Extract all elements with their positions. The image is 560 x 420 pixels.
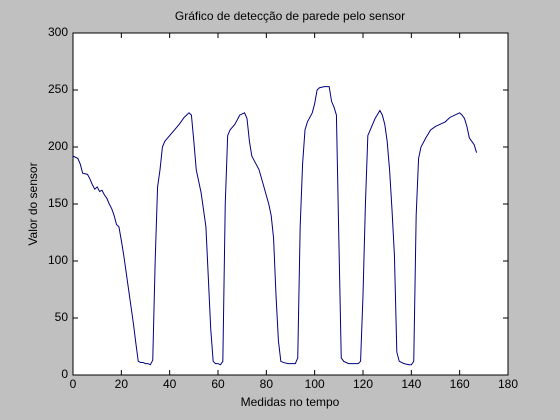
x-tick-label: 160 <box>450 377 470 391</box>
chart-title: Gráfico de detecção de parede pelo senso… <box>175 9 405 23</box>
y-tick-label: 50 <box>55 310 69 324</box>
data-line <box>72 86 478 366</box>
y-tick-label: 0 <box>61 367 68 381</box>
x-tick-label: 20 <box>115 377 129 391</box>
x-tick-label: 0 <box>70 377 77 391</box>
x-tick-label: 80 <box>260 377 274 391</box>
plot-area <box>72 32 509 376</box>
x-tick-label: 100 <box>305 377 325 391</box>
y-tick-label: 150 <box>48 196 68 210</box>
y-axis-label: Valor do sensor <box>26 162 40 245</box>
y-tick-label: 300 <box>48 25 68 39</box>
x-tick-label: 120 <box>353 377 373 391</box>
x-tick-label: 60 <box>211 377 225 391</box>
y-tick-label: 250 <box>48 82 68 96</box>
y-tick-label: 200 <box>48 139 68 153</box>
x-axis-label: Medidas no tempo <box>241 395 340 409</box>
x-tick-label: 40 <box>163 377 177 391</box>
x-tick-label: 140 <box>401 377 421 391</box>
x-tick-label: 180 <box>498 377 518 391</box>
y-tick-label: 100 <box>48 253 68 267</box>
